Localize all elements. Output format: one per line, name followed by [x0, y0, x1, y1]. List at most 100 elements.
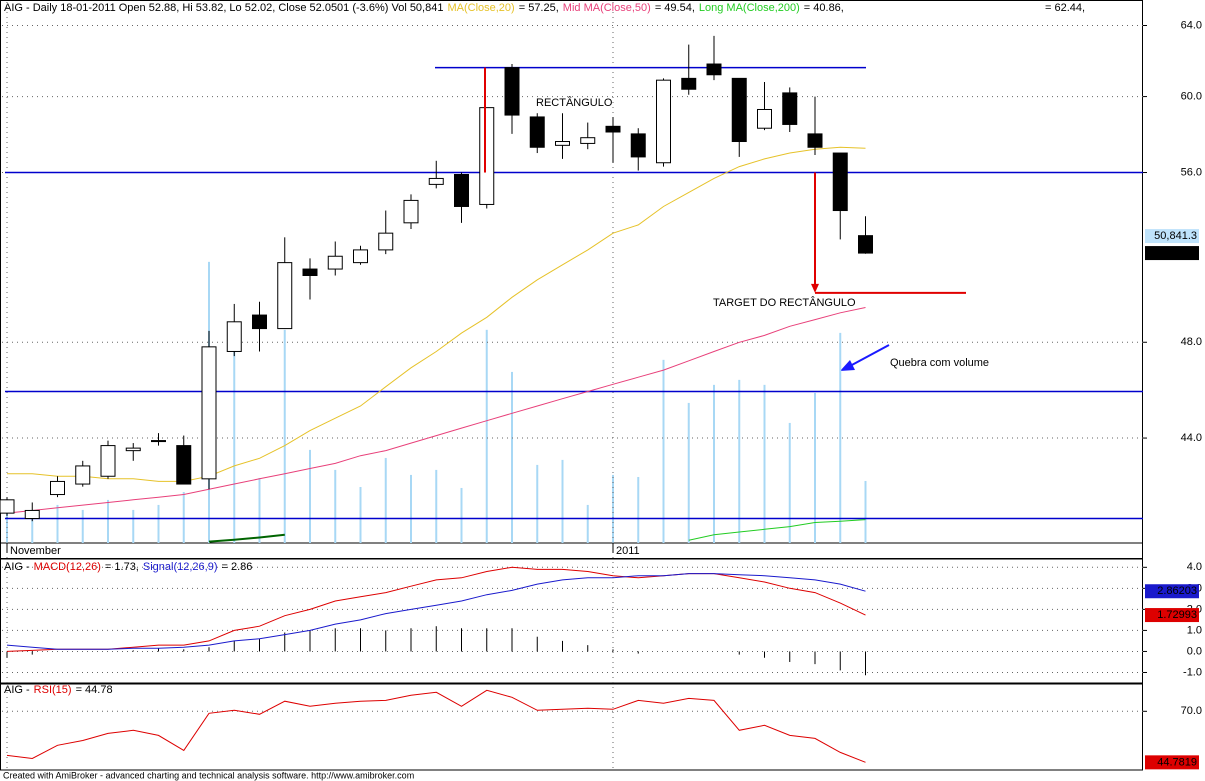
candle-body: [757, 108, 772, 129]
axis-marker-bg: [1145, 246, 1199, 261]
pane-title: AIG - RSI(15) = 44.78: [4, 684, 113, 696]
candle-body: [24, 509, 40, 520]
volume-bar: [309, 449, 311, 543]
legend-name: Long MA(Close,200): [699, 2, 800, 14]
candle-body: [226, 321, 242, 352]
candle-body: [151, 440, 166, 443]
candle-body: [681, 77, 697, 90]
legend-value: = 40.86,: [804, 2, 844, 14]
volume-bar: [814, 392, 816, 543]
candle-body: [125, 447, 141, 452]
legend-value: = 2.86: [221, 561, 252, 573]
volume-bar: [6, 504, 8, 543]
footer: Created with AmiBroker - advanced charti…: [3, 770, 414, 780]
candle-body: [656, 79, 671, 164]
legend-name: RSI(15): [34, 684, 72, 696]
candle-body: [580, 137, 596, 144]
y-tick-label: -1.0: [1183, 666, 1202, 678]
moving-average-line: [7, 146, 866, 482]
indicator-line: [6, 566, 866, 652]
volume-bar: [460, 487, 463, 543]
indicator-line: [6, 689, 866, 763]
x-tick-label: 2011: [616, 545, 640, 557]
candle-body: [428, 177, 444, 185]
legend-name: Signal(12,26,9): [143, 561, 218, 573]
volume-bar: [839, 332, 842, 543]
title-text: AIG -: [4, 684, 30, 696]
volume-bar: [586, 504, 589, 543]
y-tick-label: 70.0: [1181, 705, 1202, 717]
volume-bar: [612, 474, 614, 543]
legend-name: Mid MA(Close,50): [563, 2, 651, 14]
y-tick-label: 56.0: [1181, 166, 1202, 178]
volume-bar: [410, 474, 412, 543]
y-tick-label: 0.0: [1187, 645, 1202, 657]
candle-body: [277, 262, 293, 330]
indicator-line: [6, 573, 866, 650]
annotation: TARGET DO RECTÂNGULO: [713, 296, 856, 309]
y-tick-label: 1.0: [1187, 624, 1202, 636]
candle-body: [302, 268, 318, 277]
candle-body: [807, 133, 823, 148]
volume-bar: [788, 422, 791, 543]
candle-body: [100, 445, 116, 477]
volume-bar: [435, 469, 438, 543]
volume-bar: [713, 384, 715, 543]
rsi-pane-frame: [0, 683, 1143, 771]
candle-body: [353, 249, 368, 264]
candle-body: [454, 173, 469, 207]
axis-marker-label: 1.72993: [1157, 609, 1197, 621]
legend-name: MA(Close,20): [447, 2, 514, 14]
candle-body: [858, 235, 873, 254]
volume-bar: [132, 509, 135, 543]
legend-name: MACD(12,26): [34, 561, 101, 573]
candle-body: [0, 499, 15, 514]
volume-bar: [283, 329, 286, 543]
candle-body: [731, 77, 747, 143]
volume-bar: [561, 459, 564, 543]
title-text: AIG -: [4, 561, 30, 573]
volume-bar: [687, 402, 690, 543]
volume-bar: [31, 509, 34, 543]
candle-body: [176, 445, 192, 485]
annotation: RECTÂNGULO: [536, 96, 613, 109]
candle-body: [630, 133, 646, 158]
candle-body: [50, 480, 65, 496]
volume-bar: [258, 477, 261, 543]
axis-marker-label: 50,841.3: [1154, 230, 1197, 242]
volume-bar: [233, 324, 236, 543]
trendline: [208, 533, 285, 543]
candle-body: [327, 255, 343, 270]
title-text: AIG - Daily 18-01-2011 Open 52.88, Hi 53…: [4, 2, 443, 14]
legend-value: = 44.78: [76, 684, 113, 696]
volume-bar: [157, 504, 160, 543]
title-extra: = 62.44,: [1045, 2, 1085, 14]
volume-bar: [864, 480, 867, 543]
candle-body: [479, 107, 495, 205]
axis-marker-bg: [1145, 584, 1199, 599]
candle-body: [504, 67, 520, 116]
axis-marker-label: 44.7819: [1157, 756, 1197, 768]
candle-body: [201, 346, 217, 480]
candle-body: [782, 92, 798, 125]
volume-bar: [359, 486, 362, 543]
axis-marker-label: 52.0501: [1157, 247, 1197, 259]
annotation: Quebra com volume: [890, 357, 989, 369]
candle-body: [252, 314, 267, 330]
axis-marker-bg: [1145, 229, 1199, 244]
volume-bar: [637, 476, 640, 543]
volume-bar: [182, 491, 185, 543]
pane-title: AIG - Daily 18-01-2011 Open 52.88, Hi 53…: [4, 2, 844, 14]
axis-marker-bg: [1145, 755, 1199, 770]
y-tick-label: 60.0: [1181, 90, 1202, 102]
moving-average-line: [688, 519, 866, 541]
legend-value: = 49.54,: [655, 2, 695, 14]
volume-bar: [485, 329, 488, 543]
legend-value: = 1.73,: [105, 561, 139, 573]
y-tick-label: 4.0: [1187, 561, 1202, 573]
volume-bar: [56, 504, 59, 543]
y-tick-label: 48.0: [1181, 336, 1202, 348]
candle-body: [529, 116, 545, 148]
